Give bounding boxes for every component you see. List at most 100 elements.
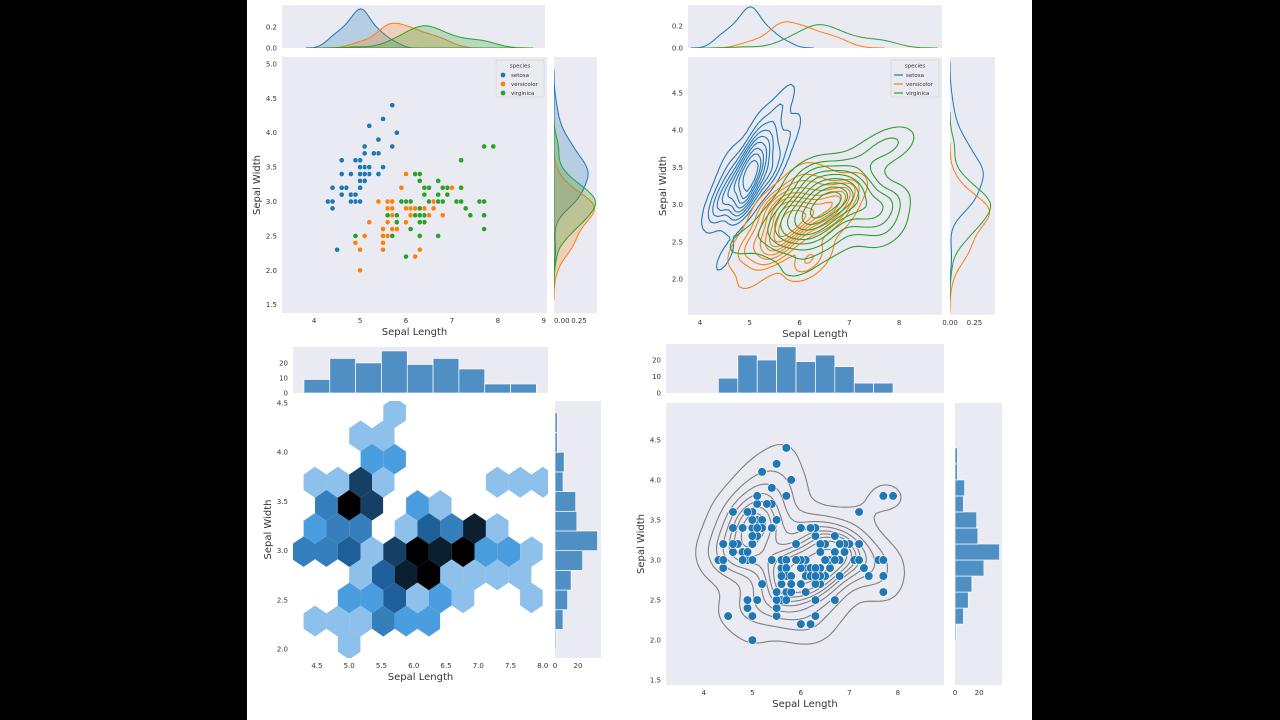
plot-4-top-hist-bar (853, 382, 875, 393)
plot-1-top-marginal-tick-label: 0.0 (266, 45, 277, 53)
plot-4-point (752, 595, 762, 605)
plot-2-virginica-contour-level-9 (809, 191, 842, 219)
plot-4-point (786, 571, 796, 581)
plot-2-y-tick-label: 2.0 (672, 276, 683, 284)
plot-4-point (762, 499, 772, 509)
plot-4-point (738, 523, 748, 533)
plot-1-point-virginica (416, 219, 423, 226)
plot-2-virginica-contour-level-5 (780, 173, 868, 241)
plot-3-right-hist-bar (555, 510, 578, 532)
plot-4-point (854, 539, 864, 549)
plot-4-point (835, 539, 845, 549)
plot-1-point-virginica (435, 178, 442, 184)
plot-1-point-setosa (380, 164, 386, 170)
plot-4-point (839, 547, 850, 557)
plot-3-right-marginal-tick-label: 20 (574, 662, 583, 670)
plot-3-hex-cell (372, 420, 395, 452)
plot-2-virginica-contour-level-1 (729, 126, 915, 277)
plot-2-y-tick-label: 2.5 (672, 238, 683, 246)
plot-2-virginica-contour-level-2 (757, 137, 901, 260)
plot-2-right-marginal (950, 61, 992, 312)
plot-1-point-versicolor (439, 212, 446, 219)
plot-4-point (815, 547, 825, 557)
plot-2-setosa-contour-level-9 (742, 159, 759, 193)
plot-3-right-hist-bar (555, 609, 564, 630)
plot-3-right-hist-bar (555, 530, 598, 552)
plot-1-point-versicolor (357, 246, 363, 253)
plot-4-right-marginal-tick-label: 0 (953, 689, 957, 697)
plot-1-point-setosa (338, 184, 345, 191)
plot-2-x-axis-label: Sepal Length (782, 329, 847, 340)
plot-3-hex-cell (417, 559, 441, 591)
plot-3-hex-cell (440, 559, 464, 591)
plot-2-virginica-contour-level-6 (786, 178, 860, 236)
plot-3-hex-cell (293, 652, 302, 658)
plot-4-point (747, 539, 757, 549)
plot-3-y-tick-label: 3.0 (277, 547, 288, 555)
plot-1-legend-label-versicolor: versicolor (511, 82, 539, 88)
plot-4-point (772, 587, 782, 597)
plot-3-hex-cell (360, 582, 384, 614)
plot-4-point (796, 579, 806, 589)
plot-1-point-virginica (481, 143, 487, 150)
plot-3-right-hist-bar (555, 629, 557, 650)
plot-2-setosa-contour-level-1 (701, 83, 802, 271)
plot-4-point (854, 555, 864, 565)
plot-3-y-tick-label: 4.0 (277, 449, 288, 457)
plot-3-hex-cell (326, 466, 350, 498)
plot-1-top-kde-versicolor (322, 22, 485, 48)
plot-4-point (728, 507, 738, 517)
plot-4-right-hist-bar (955, 575, 973, 593)
plot-3-y-axis-label: Sepal Width (263, 500, 274, 560)
plot-3-right-hist-bar (555, 451, 565, 473)
plot-4-point (742, 507, 753, 517)
plot-3-top-hist-bar (303, 379, 331, 393)
plot-1-point-versicolor (412, 253, 419, 260)
plot-2-top-marginal-tick-label: 0.2 (672, 22, 683, 30)
plot-2-y-tick-label: 3.5 (672, 164, 683, 172)
plot-1-legend: species setosa versicolor virginica (495, 59, 545, 98)
plot-3-right-hist-bar (555, 550, 583, 571)
plot-3-y-tick-label: 4.5 (277, 399, 288, 407)
plot-2-legend-label-versicolor: versicolor (906, 82, 934, 88)
plot-2-joint-axes (701, 83, 915, 290)
plot-4-right-hist-bar (955, 447, 958, 465)
plot-3-hex-cell (372, 605, 395, 637)
plot-4-point (742, 547, 753, 557)
plot-3-x-tick-label: 5.0 (344, 662, 355, 670)
plot-4-right-hist-bar (955, 607, 964, 625)
plot-3-hex-cell (497, 536, 521, 568)
plot-2-axis-labels: 4 5 6 7 8 2.0 2.5 3.0 3.5 4.0 4.5 0.0 0.2 0.00 0.25 Sep… (658, 22, 982, 340)
plot-1-point-setosa (371, 150, 377, 157)
plot-4-point (830, 595, 840, 605)
plot-1-legend-marker-setosa (500, 72, 506, 78)
plot-3-hex-cell (465, 651, 484, 658)
plot-4-joint-axes (695, 443, 905, 645)
plot-4-y-tick-label: 3.0 (650, 557, 661, 565)
plot-1-point-virginica (416, 212, 423, 219)
plot-1-x-tick-label: 8 (496, 317, 500, 325)
plot-3-top-hist-bar (406, 364, 434, 393)
plot-3-hex-cell (372, 559, 395, 591)
plot-3-hex-cell (508, 559, 532, 591)
plot-3-y-tick-label: 2.0 (277, 646, 288, 654)
plot-3-hex-cell (349, 420, 372, 452)
plot-2-setosa-contour-level-3 (712, 120, 781, 221)
plot-4-point (810, 571, 821, 581)
plot-1-y-tick-label: 2.0 (266, 267, 277, 275)
plot-4-point (805, 619, 816, 629)
plot-2-x-tick-label: 8 (897, 319, 901, 327)
plot-1-y-tick-label: 1.5 (266, 301, 277, 309)
plot-3-hex-cell (337, 536, 361, 568)
plot-3-hex-cell (451, 582, 475, 614)
plot-4-x-tick-label: 4 (702, 689, 707, 697)
plot-3-right-hist-bar (555, 491, 577, 512)
plot-3-y-tick-label: 2.5 (277, 596, 288, 604)
plot-4-point (738, 555, 748, 565)
plot-3-hex-cell (463, 513, 486, 544)
plot-3-hex-cell (531, 466, 548, 498)
plot-3-hex-cell (377, 401, 390, 406)
plot-3-hex-cell (406, 582, 429, 614)
plot-1-point-setosa (366, 164, 373, 170)
plot-2-virginica-contour-level-3 (767, 165, 894, 251)
